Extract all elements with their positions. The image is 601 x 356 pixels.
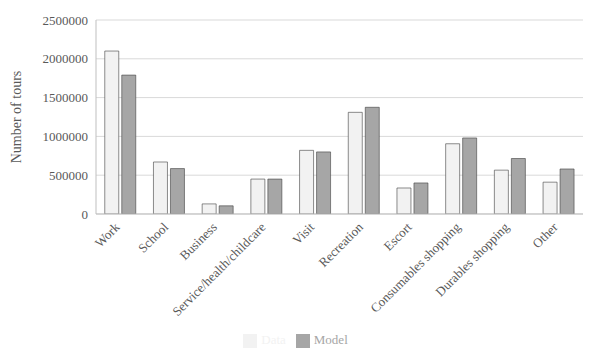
- svg-text:Consumables shopping: Consumables shopping: [367, 219, 464, 316]
- svg-text:2500000: 2500000: [43, 13, 89, 28]
- svg-text:Number of tours: Number of tours: [9, 71, 24, 164]
- svg-text:School: School: [135, 219, 171, 255]
- svg-text:Work: Work: [92, 219, 123, 250]
- svg-text:Visit: Visit: [289, 219, 317, 247]
- svg-text:0: 0: [82, 207, 89, 222]
- svg-text:Other: Other: [529, 219, 561, 251]
- svg-text:1000000: 1000000: [43, 129, 89, 144]
- svg-text:Escort: Escort: [381, 219, 415, 253]
- svg-text:Service/health/childcare: Service/health/childcare: [169, 219, 269, 319]
- html-text:Model: Model: [313, 332, 348, 347]
- html-text:Data: Data: [261, 332, 286, 347]
- svg-text:1500000: 1500000: [43, 90, 89, 105]
- svg-text:Durables shopping: Durables shopping: [432, 219, 512, 299]
- svg-text:Business: Business: [177, 219, 220, 262]
- svg-text:Recreation: Recreation: [316, 219, 367, 270]
- svg-text:2000000: 2000000: [43, 51, 89, 66]
- svg-text:500000: 500000: [49, 168, 88, 183]
